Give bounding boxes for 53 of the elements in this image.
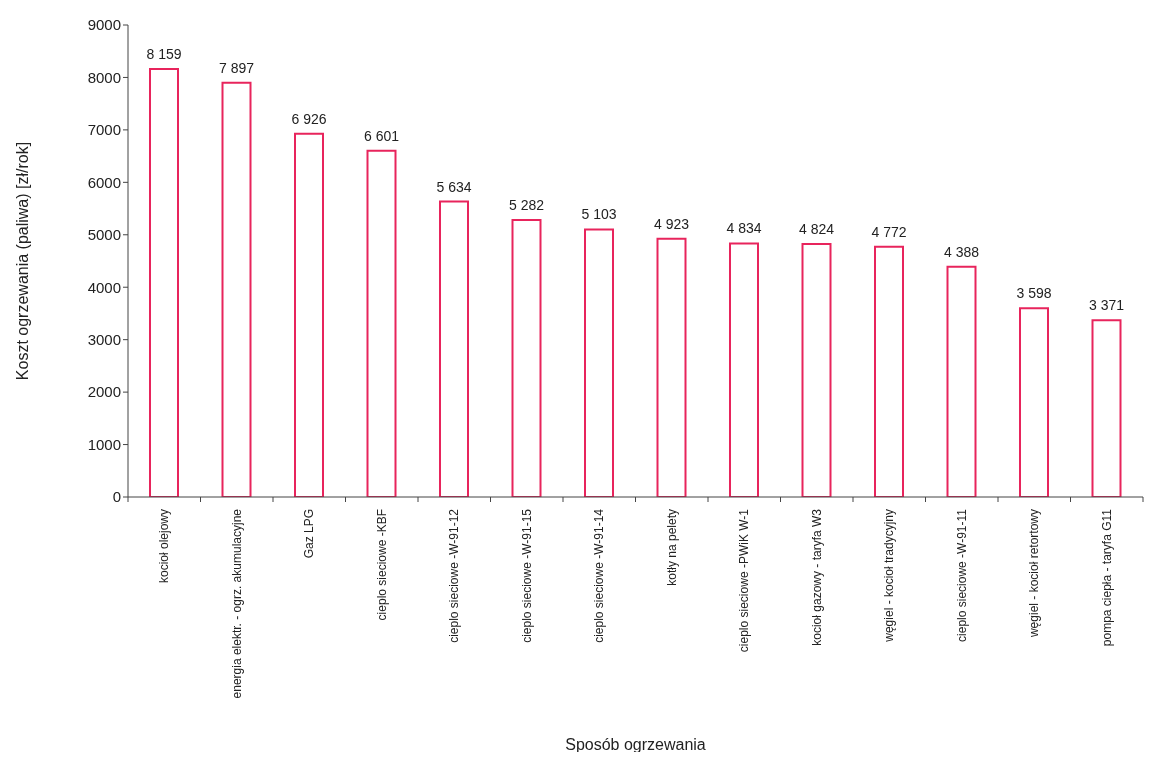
x-tick-label: kocioł gazowy - taryfa W3 [809,508,824,646]
bar [729,242,759,497]
bar [946,265,977,497]
y-tick-label: 0 [112,488,121,506]
y-tick-label: 9000 [87,16,121,34]
data-label: 5 282 [508,196,545,213]
x-tick-label: węgiel - kocioł retortowy [1027,509,1042,639]
bar [511,218,542,497]
y-tick-label: 5000 [87,226,121,244]
x-tick-label: cieplo sieciowe -KBF [374,509,389,621]
y-tick-label: 3000 [87,330,121,348]
data-label: 5 634 [436,178,472,195]
bar [149,68,179,497]
data-label: 4 923 [653,215,690,232]
x-tick-label: węgiel - kocioł tradycyjny [882,509,897,643]
x-tick-label: Gaz LPG [302,509,317,559]
data-label: 6 601 [363,127,400,144]
y-axis-title: Koszt ogrzewania (paliwa) [zł/rok] [13,141,31,381]
bar [366,149,397,497]
data-label: 4 824 [798,221,835,238]
bar [1091,319,1122,497]
y-tick-label: 8000 [87,68,121,86]
data-label: 3 371 [1088,297,1125,314]
bar [656,237,687,497]
bar [801,243,832,497]
y-tick-label: 6000 [87,173,121,191]
data-label: 8 159 [146,46,182,63]
bar [874,245,904,497]
data-label: 3 598 [1016,285,1052,302]
x-tick-label: energia elektr. - ogrz. akumulacyjne [229,508,244,699]
y-tick-label: 7000 [87,121,121,139]
x-tick-label: cieplo sieciowe -PWiK W-1 [737,508,752,653]
x-tick-label: kocioł olejowy [157,509,172,584]
bar [221,81,252,497]
data-label: 7 897 [218,59,255,76]
x-tick-label: cieplo sieciowe -W-91-11 [954,508,969,642]
data-label: 5 103 [581,206,617,223]
x-tick-label: cieplo sieciowe -W-91-15 [519,508,534,643]
x-tick-label: kotły na pelety [664,509,679,586]
bar [584,228,614,497]
bar [294,132,324,497]
bar [1019,307,1049,497]
data-label: 6 926 [291,110,327,127]
y-tick-label: 4000 [87,278,121,296]
x-tick-label: cieplo sieciowe -W-91-14 [592,508,607,643]
bar [439,200,469,497]
data-label: 4 772 [871,223,907,240]
x-tick-label: cieplo sieciowe -W-91-12 [447,508,462,643]
y-tick-label: 1000 [87,435,121,453]
y-tick-label: 2000 [87,383,121,401]
data-label: 4 388 [943,243,980,260]
x-tick-label: pompa ciepła - taryfa G11 [1099,508,1114,647]
data-label: 4 834 [726,220,762,237]
